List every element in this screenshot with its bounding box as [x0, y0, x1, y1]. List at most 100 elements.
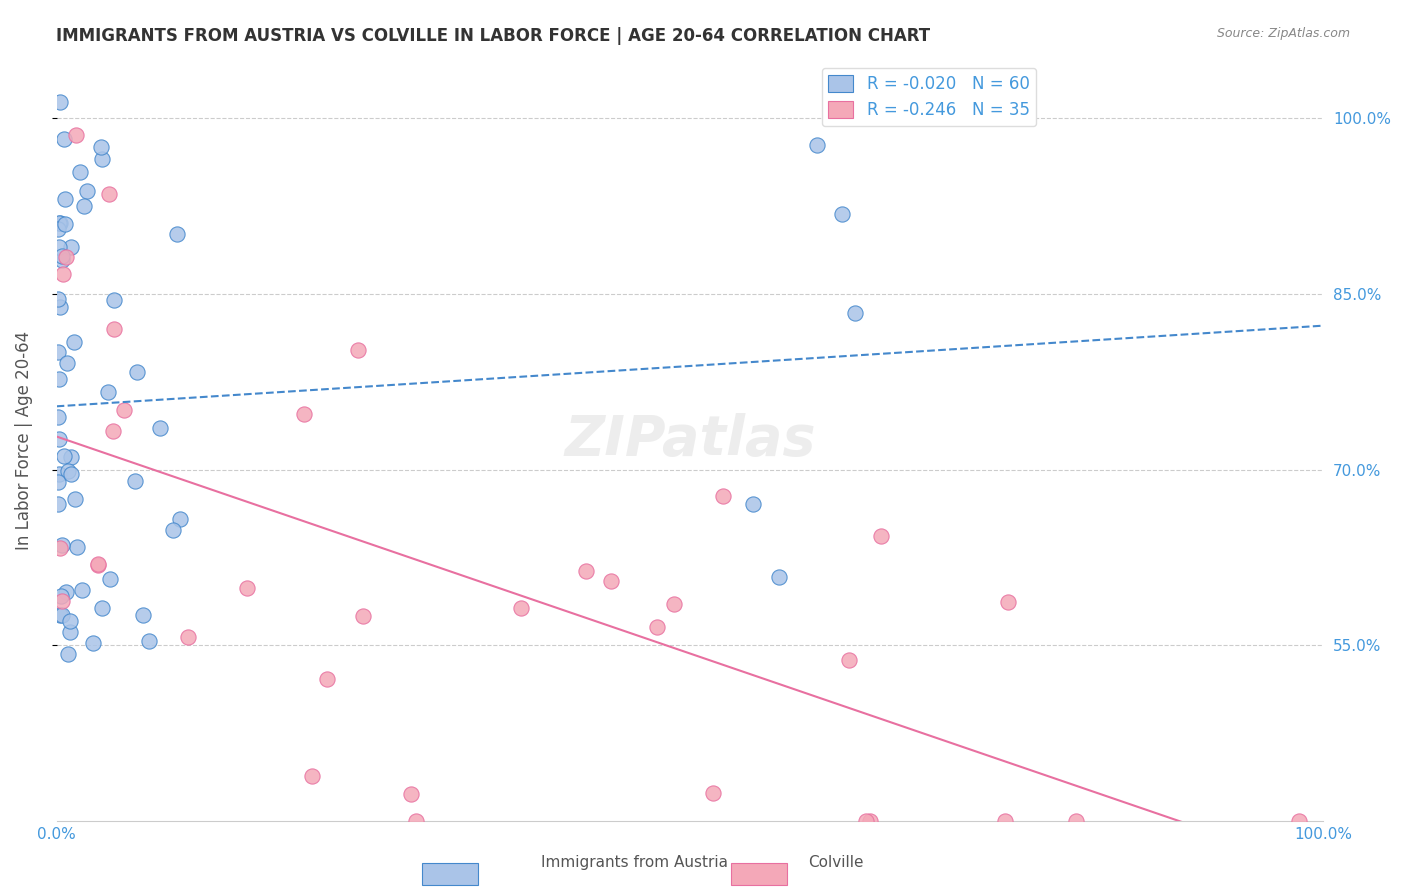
Point [56, 356, 79, 370]
Point [177, 630, 200, 644]
Text: IMMIGRANTS FROM AUSTRIA VS COLVILLE IN LABOR FORCE | AGE 20-64 CORRELATION CHART: IMMIGRANTS FROM AUSTRIA VS COLVILLE IN L… [56, 27, 931, 45]
Point [53, 192, 76, 206]
Point [59, 615, 82, 629]
Point [103, 293, 125, 307]
Point [103, 322, 125, 336]
Point [997, 595, 1019, 609]
Point [768, 570, 790, 584]
Y-axis label: In Labor Force | Age 20-64: In Labor Force | Age 20-64 [15, 331, 32, 549]
Point [48, 432, 70, 446]
Point [48, 240, 70, 254]
Point [51, 538, 73, 552]
Point [56, 464, 79, 478]
Point [48, 541, 70, 556]
Point [169, 511, 191, 525]
Legend: R = -0.020   N = 60, R = -0.246   N = 35: R = -0.020 N = 60, R = -0.246 N = 35 [821, 68, 1036, 126]
Point [55, 250, 77, 264]
Point [838, 652, 860, 666]
Point [52, 449, 75, 463]
Point [855, 814, 877, 828]
Point [51, 594, 73, 608]
Point [1288, 814, 1310, 828]
Point [647, 620, 669, 634]
Point [347, 343, 370, 358]
Point [97, 385, 120, 400]
Point [127, 365, 149, 379]
Point [509, 600, 531, 615]
Point [49, 608, 72, 623]
Point [124, 475, 146, 489]
Point [46, 345, 69, 359]
Point [65, 128, 87, 143]
Point [316, 672, 339, 686]
Point [101, 425, 124, 439]
Point [859, 814, 882, 828]
Point [65, 492, 87, 507]
Point [831, 207, 853, 221]
Point [90, 140, 112, 154]
Text: 0.0%: 0.0% [37, 827, 76, 842]
Point [131, 607, 153, 622]
Point [51, 249, 73, 263]
Point [55, 585, 77, 599]
Point [59, 450, 82, 464]
Point [52, 132, 75, 146]
Point [63, 334, 86, 349]
Text: ZIPatlas: ZIPatlas [564, 413, 815, 467]
Point [662, 597, 685, 611]
Point [91, 601, 114, 615]
Point [46, 222, 69, 236]
Text: Immigrants from Austria: Immigrants from Austria [541, 855, 728, 870]
Point [51, 590, 73, 604]
Point [59, 624, 82, 639]
Point [48, 372, 70, 386]
Point [138, 633, 160, 648]
Point [87, 558, 110, 572]
Point [149, 421, 172, 435]
Point [90, 152, 112, 166]
Point [301, 769, 323, 783]
Point [599, 574, 621, 588]
Point [352, 608, 374, 623]
Point [48, 216, 70, 230]
Point [52, 267, 75, 281]
Point [869, 529, 891, 543]
Point [48, 216, 70, 230]
Point [235, 581, 257, 595]
Point [98, 572, 121, 586]
Text: Source: ZipAtlas.com: Source: ZipAtlas.com [1216, 27, 1350, 40]
Point [51, 252, 73, 267]
Point [46, 475, 69, 490]
Point [76, 185, 98, 199]
Point [69, 165, 91, 179]
Point [399, 787, 422, 801]
Text: Colville: Colville [808, 855, 863, 870]
Point [46, 409, 69, 424]
Point [46, 498, 69, 512]
Point [70, 583, 93, 598]
Point [575, 564, 598, 578]
Point [73, 199, 96, 213]
Point [48, 467, 70, 482]
Point [65, 540, 87, 554]
Point [46, 292, 69, 306]
Point [56, 647, 79, 661]
Point [59, 240, 82, 254]
Point [742, 497, 765, 511]
Point [166, 227, 188, 241]
Point [806, 138, 828, 153]
Point [162, 523, 184, 537]
Point [1064, 814, 1087, 828]
Point [49, 300, 72, 314]
Point [51, 608, 73, 623]
Point [844, 305, 866, 319]
Point [292, 407, 315, 421]
Point [48, 95, 70, 110]
Point [55, 217, 77, 231]
Point [702, 786, 724, 800]
Point [87, 557, 110, 571]
Point [994, 814, 1017, 828]
Text: 100.0%: 100.0% [1295, 827, 1353, 842]
Point [82, 636, 104, 650]
Point [59, 467, 82, 482]
